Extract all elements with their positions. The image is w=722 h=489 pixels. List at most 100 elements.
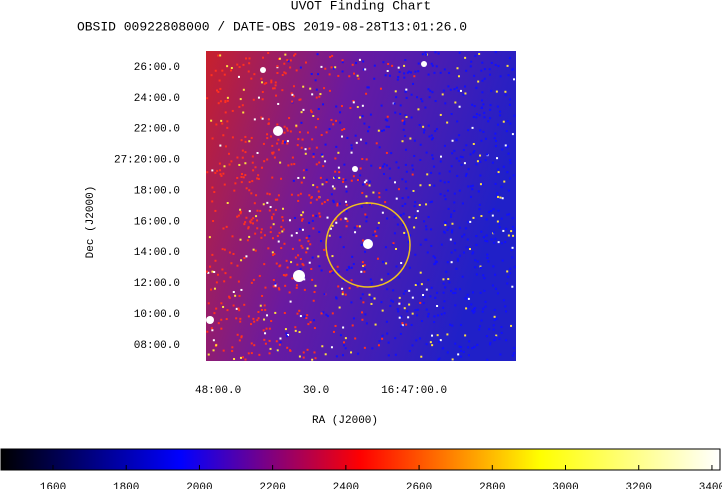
sky-pixel — [219, 87, 222, 90]
sky-pixel — [493, 318, 496, 321]
sky-pixel — [378, 146, 381, 149]
sky-pixel — [215, 123, 218, 126]
sky-pixel — [513, 352, 516, 355]
sky-pixel — [371, 347, 374, 350]
sky-pixel — [265, 81, 268, 84]
sky-pixel — [437, 314, 440, 317]
sky-pixel — [423, 220, 426, 223]
sky-pixel — [387, 341, 390, 344]
sky-pixel — [492, 328, 495, 331]
sky-pixel — [344, 337, 347, 340]
sky-pixel — [409, 137, 412, 140]
sky-pixel — [389, 305, 392, 308]
sky-pixel — [511, 246, 514, 249]
sky-pixel — [267, 247, 270, 250]
sky-pixel — [425, 53, 428, 56]
sky-pixel — [360, 270, 363, 273]
sky-pixel — [206, 171, 209, 174]
sky-pixel — [281, 142, 284, 145]
sky-pixel — [507, 275, 510, 278]
sky-pixel — [365, 179, 368, 182]
sky-pixel — [211, 137, 214, 140]
sky-pixel — [405, 233, 408, 236]
sky-pixel — [399, 112, 402, 115]
sky-pixel — [455, 157, 458, 160]
sky-pixel — [495, 317, 498, 320]
x-tick-label: 48:00.0 — [195, 385, 241, 397]
sky-pixel — [498, 197, 501, 200]
sky-pixel — [213, 287, 216, 290]
sky-pixel — [224, 111, 227, 114]
sky-pixel — [323, 248, 326, 251]
sky-pixel — [322, 311, 325, 314]
sky-pixel — [266, 201, 269, 204]
sky-pixel — [250, 352, 253, 355]
sky-pixel — [493, 137, 496, 140]
sky-pixel — [401, 178, 404, 181]
sky-pixel — [493, 308, 496, 311]
sky-pixel — [417, 70, 420, 73]
sky-pixel — [403, 76, 406, 79]
sky-pixel — [252, 222, 255, 225]
sky-pixel — [409, 234, 412, 237]
sky-pixel — [455, 86, 458, 89]
sky-pixel — [266, 192, 269, 195]
sky-pixel — [253, 73, 256, 76]
sky-pixel — [332, 123, 335, 126]
sky-pixel — [411, 173, 414, 176]
sky-pixel — [219, 173, 222, 176]
sky-pixel — [330, 346, 333, 349]
sky-pixel — [368, 293, 371, 296]
sky-pixel — [238, 163, 241, 166]
sky-pixel — [214, 69, 217, 72]
sky-pixel — [333, 187, 336, 190]
sky-pixel — [483, 289, 486, 292]
sky-pixel — [496, 292, 499, 295]
sky-pixel — [268, 327, 271, 330]
sky-pixel — [431, 137, 434, 140]
sky-pixel — [238, 105, 241, 108]
sky-pixel — [492, 231, 495, 234]
sky-pixel — [469, 220, 472, 223]
sky-pixel — [312, 319, 315, 322]
sky-pixel — [212, 220, 215, 223]
sky-pixel — [324, 143, 327, 146]
sky-pixel — [479, 291, 482, 294]
sky-pixel — [254, 249, 257, 252]
sky-pixel — [362, 183, 365, 186]
sky-pixel — [458, 189, 461, 192]
colorbar-tick-label: 2200 — [259, 482, 285, 489]
sky-pixel — [286, 129, 289, 132]
sky-pixel — [297, 176, 300, 179]
sky-pixel — [334, 157, 337, 160]
sky-pixel — [460, 349, 463, 352]
sky-pixel — [434, 296, 437, 299]
sky-pixel — [236, 156, 239, 159]
sky-pixel — [430, 138, 433, 141]
sky-pixel — [500, 331, 503, 334]
sky-pixel — [275, 262, 278, 265]
sky-pixel — [279, 341, 282, 344]
sky-pixel — [443, 312, 446, 315]
sky-pixel — [513, 265, 516, 268]
sky-pixel — [389, 74, 392, 77]
sky-pixel — [350, 351, 353, 354]
sky-pixel — [243, 256, 246, 259]
sky-pixel — [326, 315, 329, 318]
sky-pixel — [490, 238, 493, 241]
sky-pixel — [306, 131, 309, 134]
sky-pixel — [221, 248, 224, 251]
sky-pixel — [471, 103, 474, 106]
sky-pixel — [415, 339, 418, 342]
sky-pixel — [451, 139, 454, 142]
sky-pixel — [481, 61, 484, 64]
sky-pixel — [502, 229, 505, 232]
sky-pixel — [344, 293, 347, 296]
sky-pixel — [322, 103, 325, 106]
sky-pixel — [447, 278, 450, 281]
sky-pixel — [277, 138, 280, 141]
sky-pixel — [472, 142, 475, 145]
sky-pixel — [317, 196, 320, 199]
sky-pixel — [236, 176, 239, 179]
sky-pixel — [410, 323, 413, 326]
